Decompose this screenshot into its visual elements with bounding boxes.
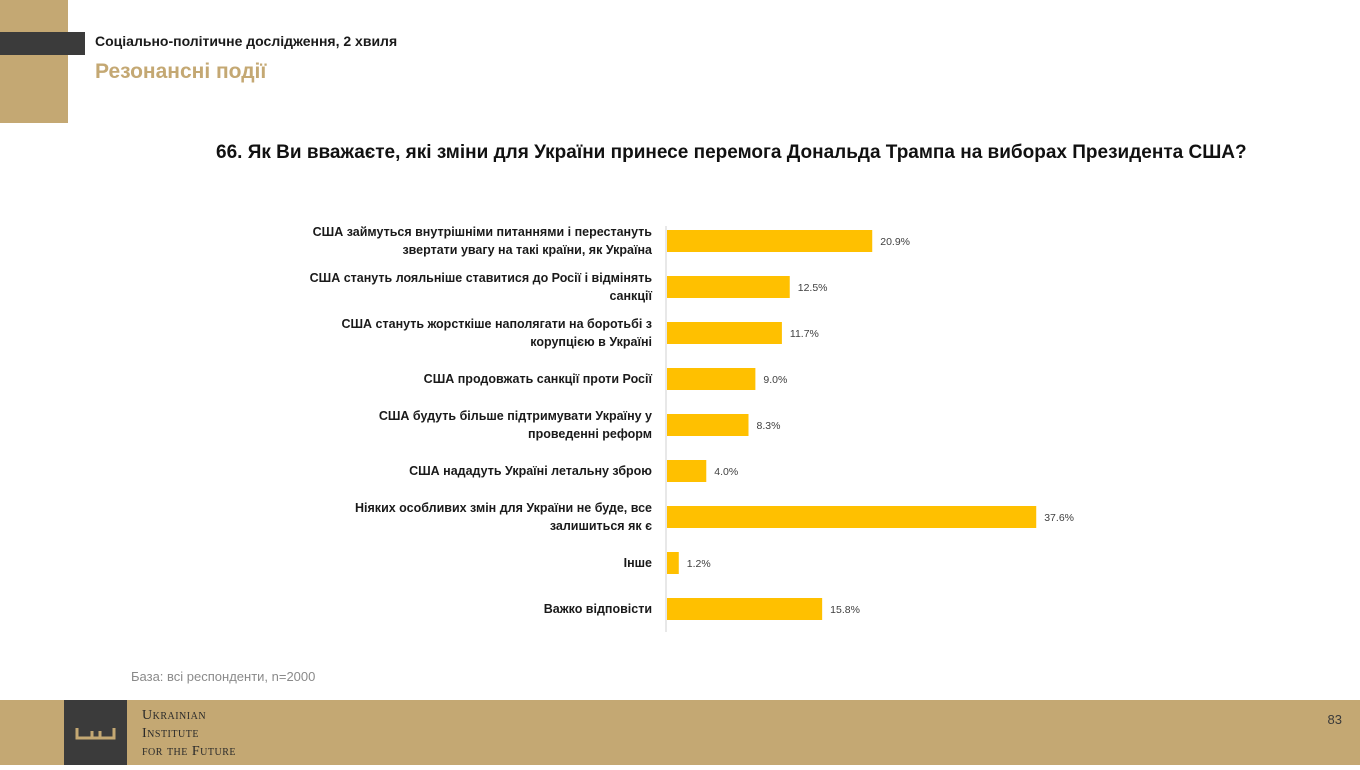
section-title: Резонансні події [95,60,267,83]
category-label: Важко відповісти [544,602,652,616]
value-label: 4.0% [714,466,738,478]
institute-logo-text: Ukrainian Institute for the Future [142,707,236,761]
value-label: 37.6% [1044,512,1074,524]
bar [667,322,782,344]
logo-line: for the Future [142,744,237,759]
bar [667,230,873,252]
base-note: База: всі респонденти, n=2000 [131,669,316,684]
bar [667,368,756,390]
bar-chart: 20.9% США займуться внутрішніми питаннями… [310,225,1074,632]
category-label: проведенні реформ [528,427,652,441]
bar [667,598,823,620]
category-label: залишиться як є [550,519,652,533]
value-label: 12.5% [798,282,828,294]
header-dark-strip [0,32,85,55]
logo-line: Institute [142,726,199,741]
category-label: США нададуть Україні летальну зброю [409,464,652,478]
value-label: 8.3% [757,420,781,432]
category-label: Інше [624,556,652,570]
bar [667,506,1037,528]
logo-line: Ukrainian [142,708,207,723]
category-label: США будуть більше підтримувати Україну у [379,409,652,423]
category-label: США продовжать санкції проти Росії [424,372,653,386]
value-label: 15.8% [830,604,860,616]
value-label: 20.9% [880,236,910,248]
study-subtitle: Соціально-політичне дослідження, 2 хвиля [95,33,398,49]
value-label: 1.2% [687,558,711,570]
category-label: звертати увагу на такі країни, як Україн… [402,243,653,257]
bar [667,552,679,574]
footer-bar: Ukrainian Institute for the Future 83 [0,700,1360,765]
header-gold-block [0,0,68,123]
bar [667,460,707,482]
bar [667,276,790,298]
chart-title: 66. Як Ви вважаєте, які зміни для Україн… [216,142,1247,163]
category-label: санкції [609,289,652,303]
category-label: США займуться внутрішніми питаннями і пе… [313,225,653,239]
bar [667,414,749,436]
category-label: корупцією в Україні [530,335,652,349]
value-label: 11.7% [790,328,819,340]
page-number: 83 [1327,712,1342,727]
value-label: 9.0% [763,374,787,386]
category-label: США стануть жорсткіше наполягати на боро… [341,317,652,331]
category-label: Ніяких особливих змін для України не буд… [355,501,652,515]
logo-key-icon [64,700,127,765]
category-label: США стануть лояльніше ставитися до Росії… [310,271,653,285]
